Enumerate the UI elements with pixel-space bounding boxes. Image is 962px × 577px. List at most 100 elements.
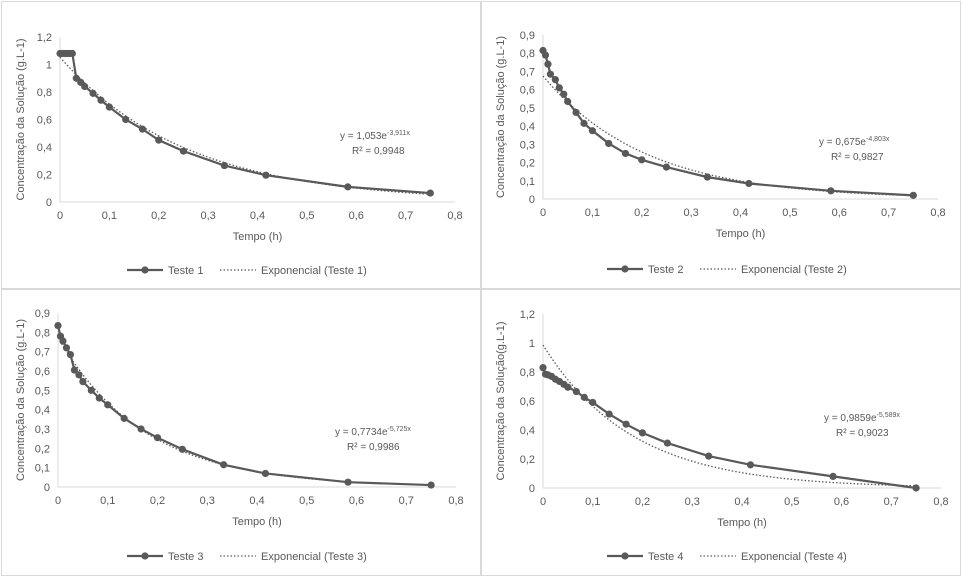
x-tick-label: 0,2 bbox=[634, 207, 649, 219]
y-tick-label: 0,9 bbox=[520, 30, 535, 42]
data-point bbox=[68, 49, 76, 58]
y-tick-label: 1,2 bbox=[37, 32, 52, 44]
legend-series-label: Teste 3 bbox=[168, 551, 203, 563]
trend-r-squared: R² = 0,9023 bbox=[836, 428, 889, 439]
data-point bbox=[622, 420, 630, 428]
data-point bbox=[829, 472, 837, 480]
x-tick-label: 0,1 bbox=[585, 496, 600, 508]
legend-series-marker bbox=[621, 265, 629, 273]
x-tick-label: 0,4 bbox=[249, 495, 264, 507]
data-point bbox=[580, 119, 588, 127]
trend-equation: y = 1,053e-3,911x bbox=[340, 130, 410, 142]
x-tick-label: 0,3 bbox=[200, 495, 215, 507]
x-tick-label: 0,4 bbox=[734, 496, 749, 508]
x-tick-label: 0,2 bbox=[151, 210, 166, 222]
data-point bbox=[261, 469, 270, 478]
trendline-exponential bbox=[542, 344, 917, 487]
chart-panel-teste-2: 0 0,1 0,2 0,3 0,4 0,5 0,6 0,7 0,8 0,9 0 0,1 0,2 0,3 0,… bbox=[481, 1, 961, 289]
trend-r-squared: R² = 0,9948 bbox=[352, 146, 405, 157]
data-point bbox=[745, 179, 753, 188]
x-tick-label: 0,3 bbox=[200, 210, 215, 222]
data-point bbox=[541, 51, 550, 59]
y-tick-label: 0,2 bbox=[37, 170, 52, 182]
y-tick-label: 0 bbox=[44, 482, 50, 494]
y-tick-label: 0,2 bbox=[520, 158, 535, 170]
y-tick-label: 0,8 bbox=[520, 367, 535, 379]
y-tick-label: 0,8 bbox=[520, 48, 535, 60]
x-tick-label: 0,1 bbox=[100, 495, 115, 507]
y-tick-label: 0,4 bbox=[35, 405, 50, 417]
x-tick-label: 0,6 bbox=[349, 210, 364, 222]
x-tick-label: 0,5 bbox=[299, 495, 314, 507]
data-point bbox=[137, 425, 145, 433]
y-tick-label: 0,4 bbox=[37, 142, 52, 154]
x-tick-label: 0,8 bbox=[933, 496, 948, 508]
y-tick-label: 0,7 bbox=[520, 66, 535, 78]
x-tick-label: 0,7 bbox=[398, 210, 413, 222]
data-point bbox=[638, 156, 646, 164]
y-tick-label: 0,5 bbox=[35, 385, 50, 397]
data-point bbox=[560, 90, 568, 98]
y-axis-title: Concentração da Solução(g.L-1) bbox=[495, 322, 507, 481]
data-point bbox=[178, 445, 186, 453]
legend-trend-label: Exponencial (Teste 1) bbox=[261, 265, 367, 277]
data-point bbox=[62, 344, 71, 352]
y-tick-label: 0,8 bbox=[37, 87, 52, 99]
data-point bbox=[589, 398, 597, 407]
data-point bbox=[344, 183, 352, 191]
data-point bbox=[70, 366, 79, 374]
data-point bbox=[663, 439, 671, 447]
chart-panel-teste-1: 0 0,2 0,4 0,6 0,8 1 1,2 0 0,1 0,2 0,3 0,4 0,5 0,6 0,7 0… bbox=[1, 1, 481, 289]
data-point bbox=[344, 478, 352, 486]
x-tick-label: 0,8 bbox=[447, 210, 462, 222]
data-point bbox=[75, 371, 83, 379]
x-tick-label: 0,6 bbox=[834, 496, 849, 508]
x-tick-label: 0,3 bbox=[685, 496, 700, 508]
trendline-exponential bbox=[59, 56, 431, 195]
data-point bbox=[179, 147, 188, 155]
data-point bbox=[546, 70, 555, 78]
x-tick-label: 0 bbox=[540, 207, 546, 219]
data-point bbox=[153, 434, 162, 442]
series-line bbox=[56, 325, 432, 487]
x-tick-label: 0,1 bbox=[102, 210, 117, 222]
data-point bbox=[66, 350, 75, 359]
x-tick-label: 0,1 bbox=[585, 207, 600, 219]
data-point bbox=[555, 84, 563, 92]
x-tick-label: 0,2 bbox=[150, 495, 165, 507]
data-point bbox=[572, 108, 580, 117]
data-point bbox=[912, 484, 920, 492]
data-point bbox=[909, 191, 917, 199]
y-tick-label: 0,4 bbox=[520, 121, 535, 133]
x-tick-label: 0,8 bbox=[448, 495, 463, 507]
x-tick-label: 0,7 bbox=[881, 207, 896, 219]
data-point bbox=[746, 461, 755, 469]
data-point bbox=[122, 115, 130, 124]
y-tick-label: 0,2 bbox=[35, 443, 50, 455]
data-point bbox=[138, 125, 147, 133]
y-tick-label: 0 bbox=[529, 194, 535, 206]
data-point bbox=[220, 161, 229, 170]
data-point bbox=[539, 364, 547, 372]
x-tick-label: 0,4 bbox=[733, 207, 748, 219]
legend-series-marker bbox=[141, 266, 149, 274]
data-point bbox=[827, 187, 835, 195]
x-axis-title: Tempo (h) bbox=[232, 516, 282, 528]
data-point bbox=[580, 393, 588, 401]
data-point bbox=[79, 378, 87, 386]
x-tick-label: 0 bbox=[55, 495, 61, 507]
y-tick-label: 0,1 bbox=[35, 463, 50, 475]
y-tick-label: 0,4 bbox=[520, 425, 535, 437]
chart-svg: 0 0,1 0,2 0,3 0,4 0,5 0,6 0,7 0,8 0,9 0 0,1 0,2 0,3 0,… bbox=[15, 308, 464, 563]
y-tick-label: 0,6 bbox=[37, 115, 52, 127]
chart-panel-teste-4: 0 0,2 0,4 0,6 0,8 1 1,2 0 0,1 0,2 0,3 0,4 0,5 0,6 0,7 0… bbox=[481, 289, 961, 576]
x-tick-label: 0,6 bbox=[349, 495, 364, 507]
data-point bbox=[97, 96, 105, 104]
data-point bbox=[89, 89, 97, 97]
y-tick-label: 0,7 bbox=[35, 347, 50, 359]
y-tick-label: 0,1 bbox=[520, 176, 535, 188]
y-tick-label: 0,3 bbox=[35, 424, 50, 436]
series-line bbox=[542, 49, 914, 197]
x-tick-label: 0,6 bbox=[832, 207, 847, 219]
y-tick-label: 0,9 bbox=[35, 308, 50, 320]
